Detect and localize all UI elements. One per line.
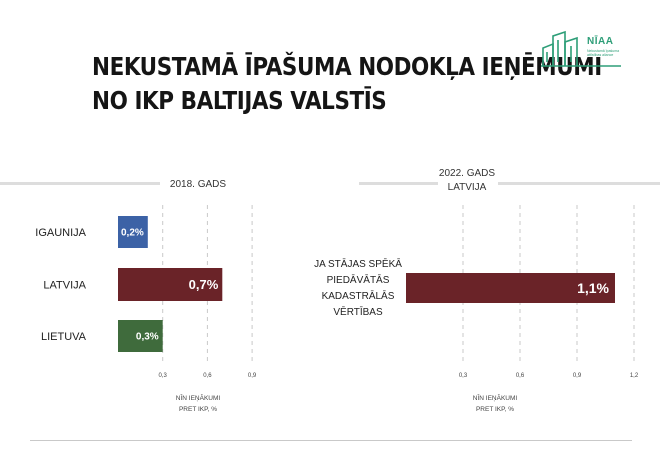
chart2-x-tick-label: 0,3 — [459, 373, 468, 379]
chart2-x-tick-label: 0,9 — [573, 373, 582, 379]
chart2-title-rule — [359, 182, 660, 185]
chart2-title: 2022. GADS — [439, 168, 495, 179]
chart1-x-tick-label: 0,6 — [203, 373, 212, 379]
chart1-bar-latvija — [118, 268, 223, 301]
page-title-line-1: NEKUSTAMĀ ĪPAŠUMA NODOKĻA IEŅĒMUMI — [92, 52, 602, 81]
chart2-category-label: VĒRTĪBAS — [333, 306, 383, 318]
chart1-category-label: IGAUNIJA — [35, 227, 86, 239]
chart1-bar-igaunija — [118, 216, 148, 248]
chart2-x-tick-label: 1,2 — [630, 373, 639, 379]
chart1-value-label: 0,3% — [136, 332, 159, 343]
logo-buildings-icon — [541, 30, 621, 67]
chart1-x-axis-label: NĪN IEŅĀKUMI — [176, 394, 221, 402]
chart1-title-bg — [160, 175, 236, 191]
chart1-x-tick-label: 0,9 — [248, 373, 257, 379]
page-title: NEKUSTAMĀ ĪPAŠUMA NODOKĻA IEŅĒMUMI NO IK… — [92, 50, 602, 118]
chart2-bar-latvia — [406, 273, 615, 303]
chart2-category-label: KADASTRĀLĀS — [322, 290, 395, 302]
chart1-value-label: 0,2% — [121, 228, 144, 239]
chart1-value-label: 0,7% — [189, 277, 219, 292]
chart2-x-axis-label: PRET IKP, % — [476, 406, 514, 413]
chart1-category-label: LIETUVA — [41, 331, 87, 343]
chart2-value-label: 1,1% — [577, 280, 609, 296]
chart1-bar-lietuva — [118, 320, 163, 352]
chart1-title: 2018. GADS — [170, 179, 226, 190]
logo-name: NĪAA — [587, 36, 614, 47]
chart2-title-bg — [438, 166, 498, 196]
chart1-title-rule — [0, 182, 182, 185]
chart2-x-tick-label: 0,6 — [516, 373, 525, 379]
page-title-line-2: NO IKP BALTIJAS VALSTĪS — [92, 86, 387, 115]
chart1-category-label: LATVIJA — [43, 280, 86, 292]
logo-subtitle: Nekustamā īpašuma attīstības aliance — [587, 49, 620, 57]
chart1-x-axis-label: PRET IKP, % — [179, 406, 217, 413]
chart2-title: LATVIJA — [448, 182, 487, 193]
chart2-category-label: PIEDĀVĀTĀS — [327, 274, 390, 286]
chart1-x-tick-label: 0,3 — [159, 373, 168, 379]
chart2-x-axis-label: NĪN IEŅĀKUMI — [473, 394, 518, 402]
chart2-category-label: JA STĀJAS SPĒKĀ — [314, 258, 402, 270]
bottom-divider — [30, 440, 632, 441]
